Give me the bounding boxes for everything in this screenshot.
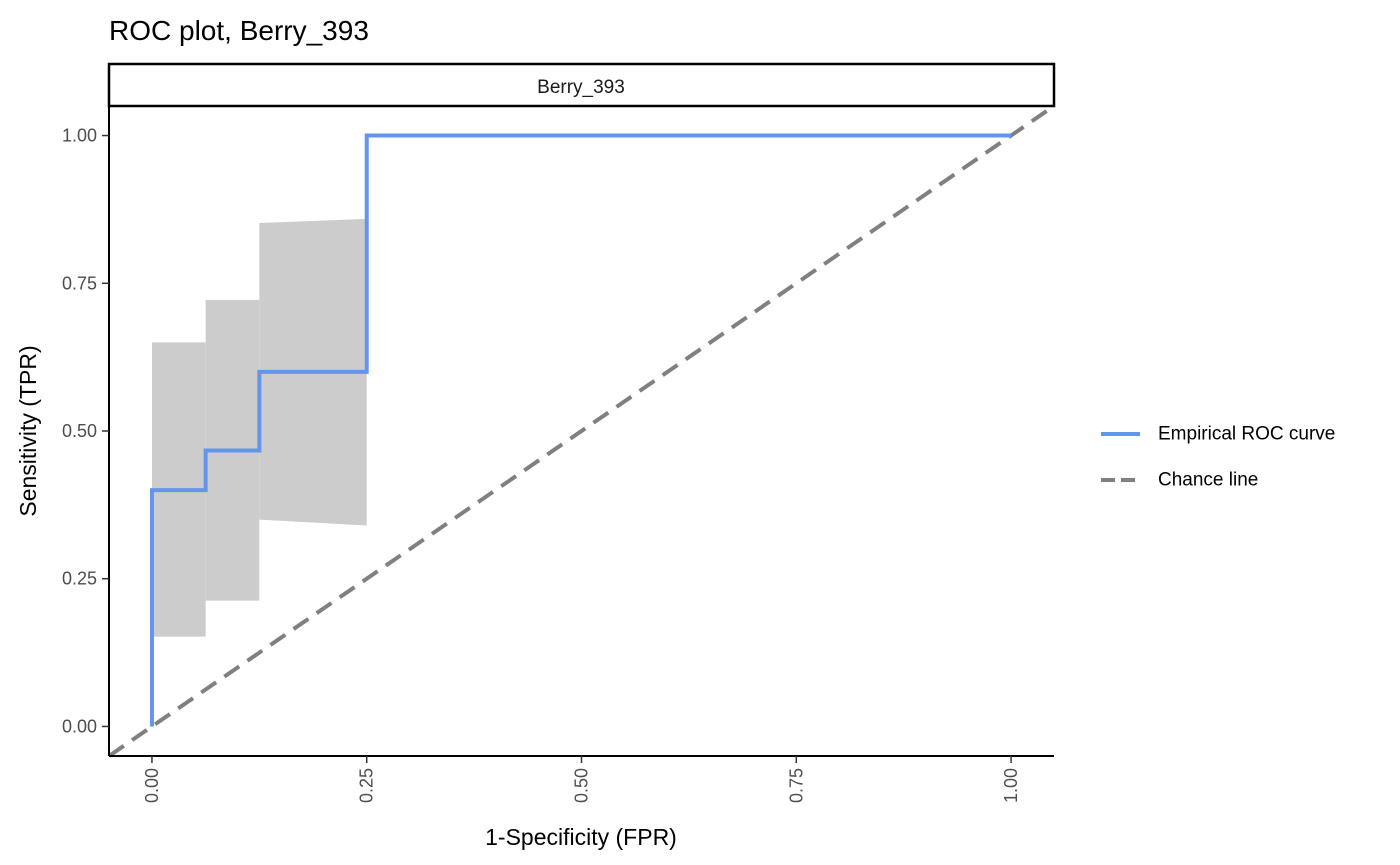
y-tick-label: 0.75 xyxy=(62,273,97,293)
y-tick-label: 0.50 xyxy=(62,421,97,441)
x-tick-label: 0.00 xyxy=(142,768,162,803)
facet-strip xyxy=(107,62,1056,108)
y-axis-ticks: 0.00 0.25 0.50 0.75 1.00 xyxy=(62,126,109,736)
legend-label-2: Chance line xyxy=(1158,470,1258,491)
x-tick-label: 0.50 xyxy=(572,768,592,803)
empirical-roc-curve xyxy=(149,133,1012,727)
chart-title: ROC plot, Berry_393 xyxy=(109,15,369,46)
x-axis-title: 1-Specificity (FPR) xyxy=(485,824,677,850)
y-tick-label: 0.25 xyxy=(62,569,97,589)
x-tick-label: 1.00 xyxy=(1001,768,1021,803)
x-tick-label: 0.25 xyxy=(357,768,377,803)
legend: Empirical ROC curve Chance line xyxy=(1101,424,1335,491)
chance-line-layer xyxy=(107,104,1056,758)
y-tick-label: 1.00 xyxy=(62,126,97,146)
x-axis-ticks: 0.00 0.25 0.50 0.75 1.00 xyxy=(142,756,1021,803)
y-tick-label: 0.00 xyxy=(62,716,97,736)
roc-curve-layer xyxy=(149,133,1012,727)
x-tick-label: 0.75 xyxy=(786,768,806,803)
facet-strip-label: Berry_393 xyxy=(537,77,625,98)
y-axis-title: Sensitivity (TPR) xyxy=(15,345,41,516)
chance-line xyxy=(107,104,1056,758)
legend-label-1: Empirical ROC curve xyxy=(1158,424,1335,445)
